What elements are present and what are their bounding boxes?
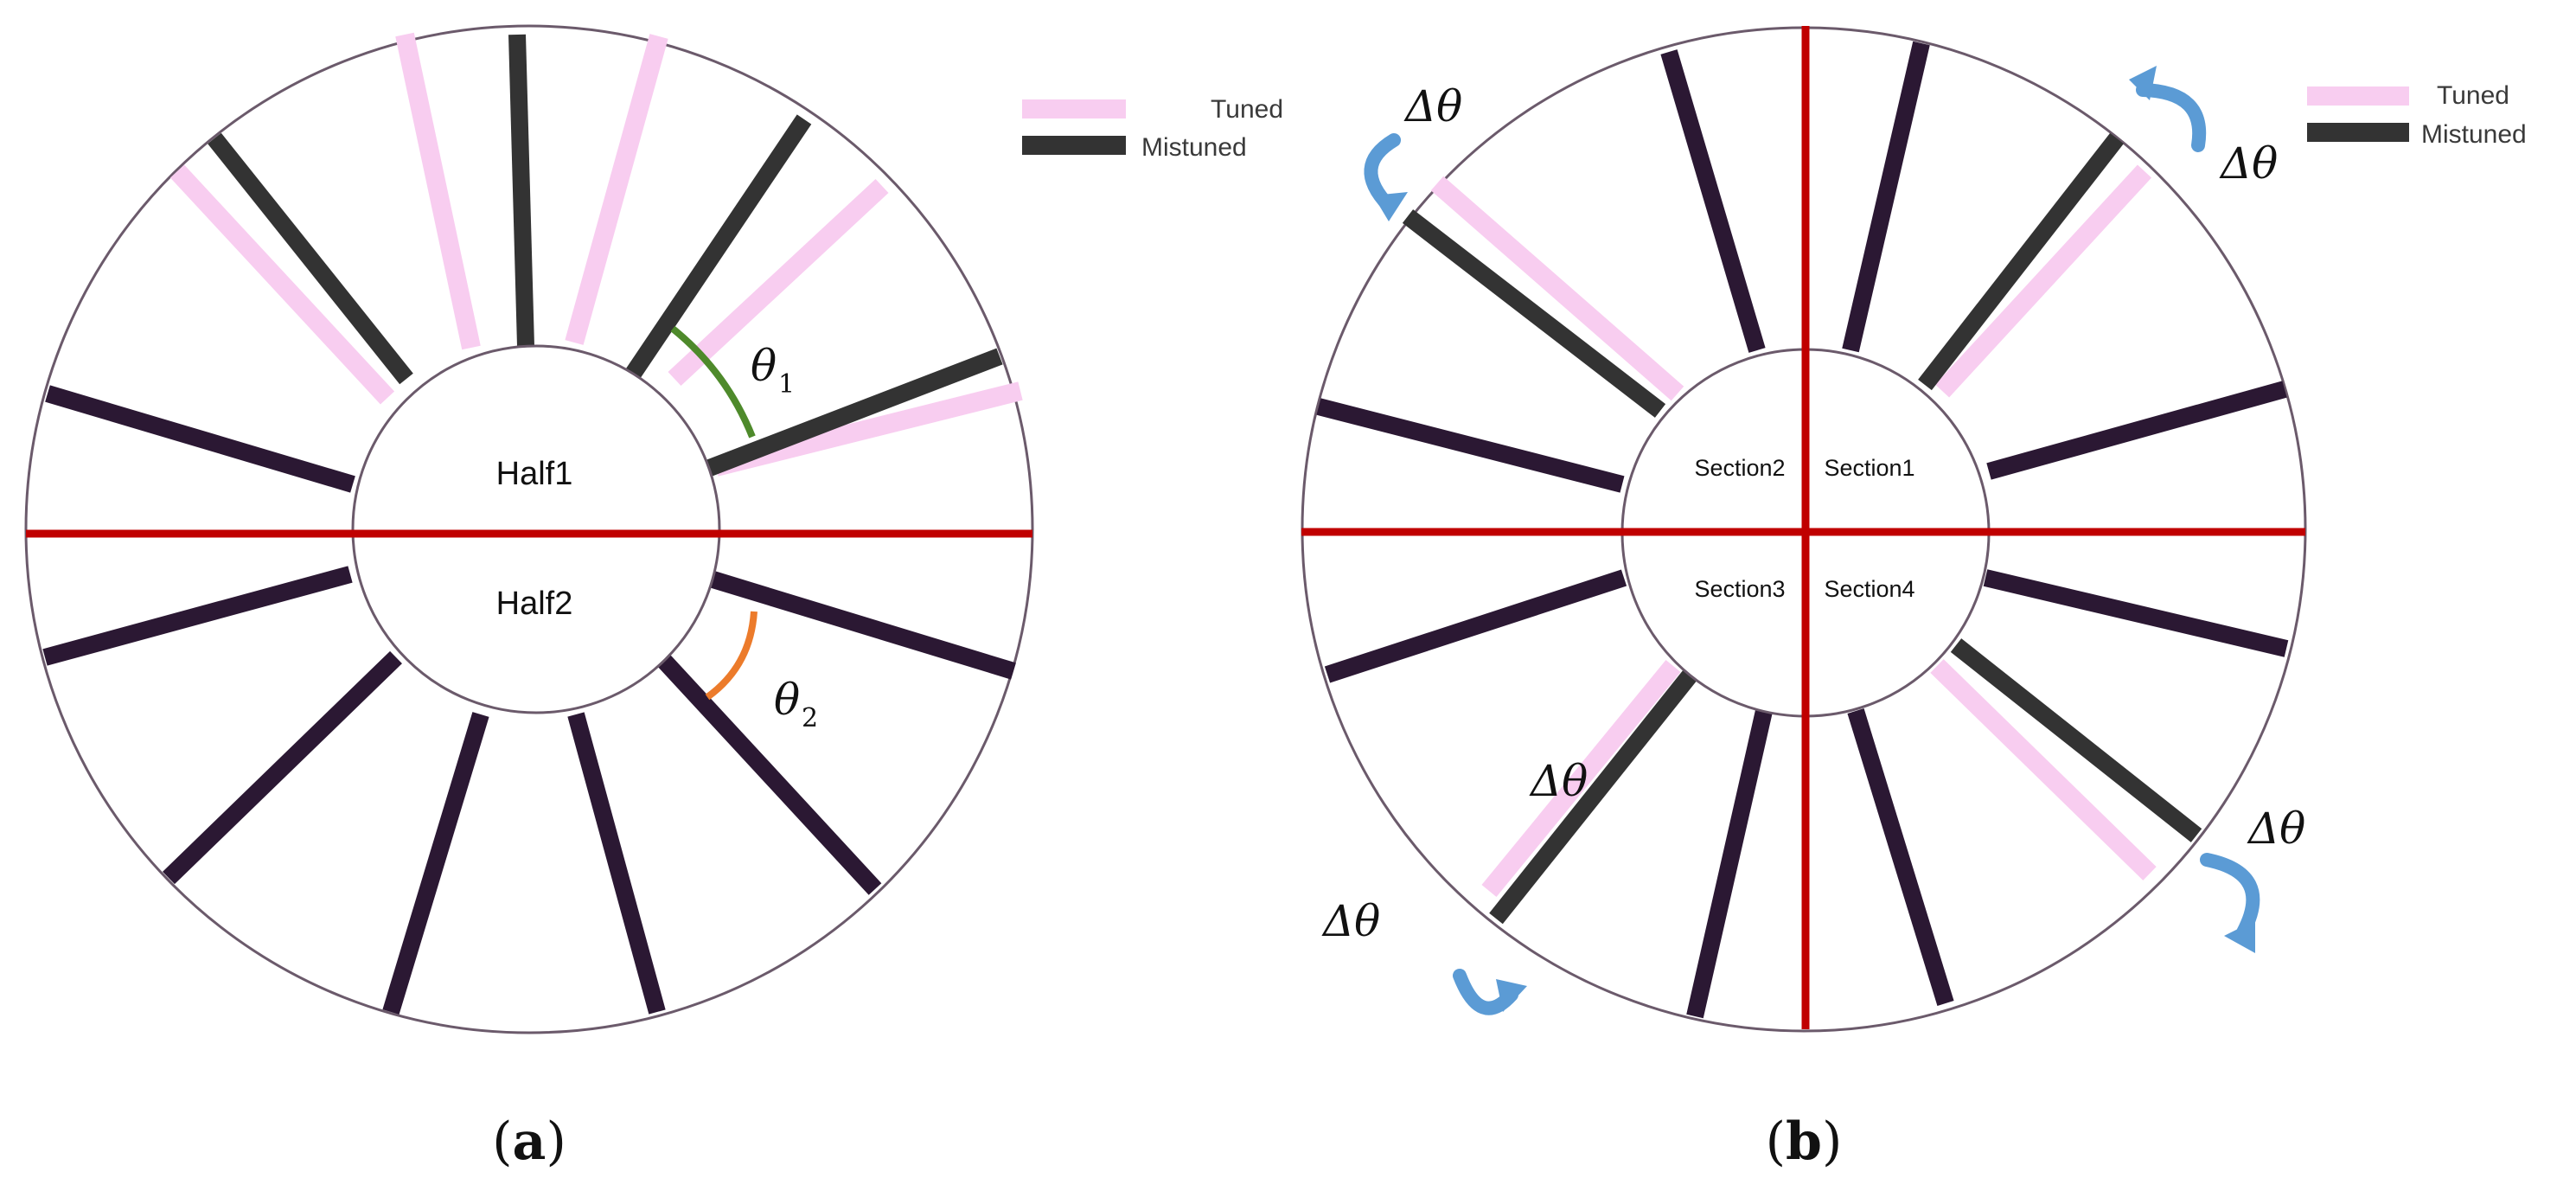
half1-label: Half1 <box>496 456 573 492</box>
legend-mistuned-label: Mistuned <box>1141 133 1247 162</box>
arrowhead-icon <box>2224 920 2255 953</box>
panel-a: Half1 Half2 θ 1 θ 2 Tuned Mistuned (a) <box>24 24 1283 1172</box>
rotation-arrow-icon <box>2136 83 2207 152</box>
blade <box>1842 41 1930 353</box>
mistuned-blade <box>1918 132 2124 391</box>
delta-theta-label: Δθ <box>1321 896 1380 946</box>
legend-mistuned-swatch <box>1022 136 1126 155</box>
legend-tuned-label: Tuned <box>2437 81 2509 110</box>
panel-b: Section1 Section2 Section3 Section4 Δθ Δ… <box>1301 26 2527 1172</box>
mistuned-blade <box>208 132 413 385</box>
panel-a-mistuned-blades <box>208 34 1003 477</box>
delta-theta-label: Δθ <box>1529 756 1588 806</box>
tuned-blade <box>565 34 668 345</box>
mistuned-blade <box>1402 209 1666 418</box>
panel-b-mistuned-blades <box>1402 132 2202 925</box>
theta1-symbol: θ <box>751 341 777 391</box>
blade <box>1316 398 1625 493</box>
tuned-blade <box>395 32 481 350</box>
delta-theta-label: Δθ <box>2247 804 2305 854</box>
arrowhead-icon <box>1496 979 1527 1012</box>
legend-tuned-label: Tuned <box>1211 95 1283 124</box>
blade <box>567 712 666 1015</box>
theta2-arc <box>705 611 757 701</box>
blade <box>1983 569 2289 657</box>
legend-tuned-swatch <box>1022 99 1126 118</box>
section3-label: Section3 <box>1694 576 1785 602</box>
panel-b-fixed-blades <box>1316 41 2289 1019</box>
panel-b-label: (b) <box>1766 1111 1843 1172</box>
mistuned-blade <box>1489 669 1697 925</box>
tuned-blade <box>1930 659 2157 880</box>
tuned-blade <box>668 178 889 387</box>
blade <box>382 712 489 1015</box>
legend-tuned-swatch <box>2307 86 2409 106</box>
rotation-arrowheads <box>1373 66 2255 1012</box>
blade <box>1660 49 1766 353</box>
panel-a-label: (a) <box>492 1111 566 1172</box>
panel-a-fixed-blades <box>42 385 1016 1015</box>
arrowhead-icon <box>1373 192 1408 221</box>
panel-b-legend: Tuned Mistuned <box>2307 81 2527 149</box>
theta1-subscript: 1 <box>778 369 795 400</box>
panel-a-legend: Tuned Mistuned <box>1022 95 1283 162</box>
blade <box>42 566 353 666</box>
blade <box>1986 381 2287 480</box>
delta-theta-label: Δθ <box>1403 81 1462 131</box>
section2-label: Section2 <box>1694 455 1785 481</box>
half2-label: Half2 <box>496 586 573 622</box>
theta2-subscript: 2 <box>802 703 818 733</box>
panel-b-tuned-blades <box>1430 164 2157 897</box>
arrowhead-icon <box>2129 66 2157 100</box>
blade <box>705 569 1016 680</box>
panel-a-hub <box>351 344 721 714</box>
section4-label: Section4 <box>1824 576 1914 602</box>
blade <box>657 655 882 895</box>
tuned-blade <box>1481 660 1681 897</box>
blade <box>1847 708 1954 1006</box>
blade <box>1686 708 1773 1019</box>
theta1-arc <box>670 325 756 439</box>
tuned-blade <box>1934 164 2152 398</box>
tuned-blade <box>169 164 395 405</box>
section1-label: Section1 <box>1824 455 1914 481</box>
legend-mistuned-label: Mistuned <box>2421 120 2527 149</box>
delta-theta-label: Δθ <box>2219 138 2278 189</box>
blade <box>45 385 355 493</box>
rotation-arrow-icon <box>2200 853 2260 939</box>
blade <box>163 650 402 885</box>
mistuned-blade <box>622 114 812 384</box>
mistuned-blade <box>508 34 534 347</box>
tuned-blade <box>1430 176 1684 401</box>
blade <box>1324 569 1627 683</box>
mistuned-blade <box>704 348 1003 477</box>
legend-mistuned-swatch <box>2307 123 2409 142</box>
theta2-symbol: θ <box>774 675 800 725</box>
mistuned-blade <box>1950 638 2202 842</box>
